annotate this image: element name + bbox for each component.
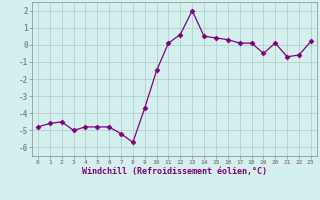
X-axis label: Windchill (Refroidissement éolien,°C): Windchill (Refroidissement éolien,°C) — [82, 167, 267, 176]
